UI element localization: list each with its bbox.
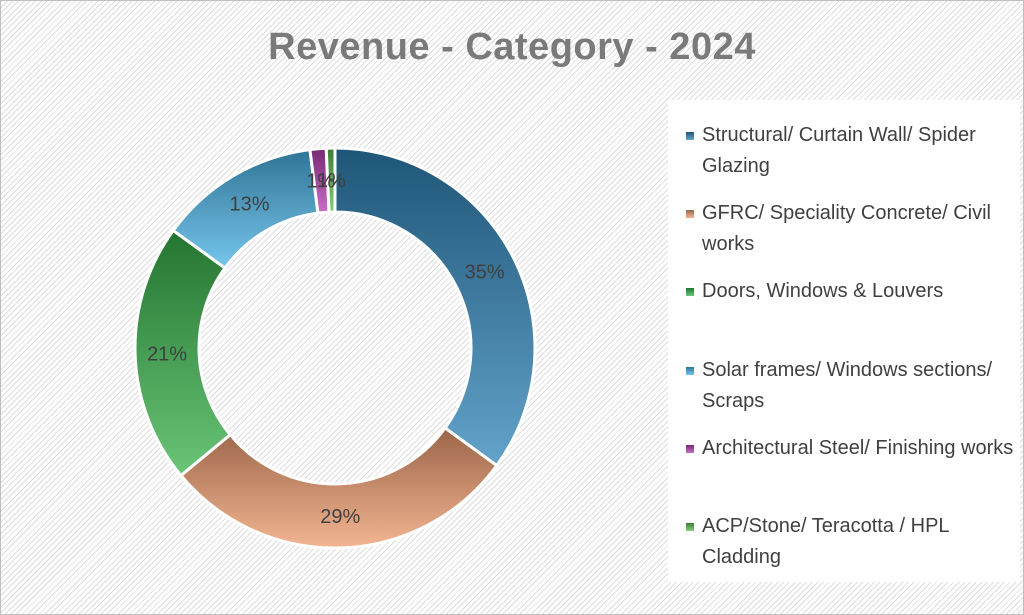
chart-title: Revenue - Category - 2024 bbox=[268, 26, 756, 68]
legend-label: Architectural Steel/ Finishing works bbox=[702, 437, 1014, 459]
slice-structural bbox=[333, 146, 537, 468]
data-label-gfrc: 29% bbox=[320, 506, 360, 528]
data-label-structural: 35% bbox=[465, 262, 505, 284]
legend-label: ACP/Stone/ Teracotta / HPL Cladding bbox=[702, 515, 949, 568]
legend-item-structural: Structural/ Curtain Wall/ Spider Glazing bbox=[686, 120, 1016, 182]
data-label-doors: 21% bbox=[147, 343, 187, 365]
legend-item-solar: Solar frames/ Windows sections/ Scraps bbox=[686, 355, 1016, 417]
legend-swatch bbox=[686, 132, 694, 140]
legend-item-steel: Architectural Steel/ Finishing works bbox=[686, 433, 1016, 464]
legend-swatch bbox=[686, 367, 694, 375]
legend: Structural/ Curtain Wall/ Spider Glazing… bbox=[668, 100, 1020, 582]
legend-item-doors: Doors, Windows & Louvers bbox=[686, 276, 1016, 307]
legend-item-acp: ACP/Stone/ Teracotta / HPL Cladding bbox=[686, 511, 1016, 573]
data-label-acp: 1% bbox=[317, 170, 346, 192]
legend-swatch bbox=[686, 288, 694, 296]
legend-label: Structural/ Curtain Wall/ Spider Glazing bbox=[702, 124, 976, 177]
slice-acp bbox=[324, 146, 337, 214]
legend-label: GFRC/ Speciality Concrete/ Civil works bbox=[702, 202, 991, 255]
data-label-steel: 1% bbox=[306, 171, 335, 193]
legend-label: Doors, Windows & Louvers bbox=[702, 280, 944, 302]
data-label-solar: 13% bbox=[229, 193, 269, 215]
slice-gfrc bbox=[178, 425, 499, 550]
legend-swatch bbox=[686, 523, 694, 531]
legend-swatch bbox=[686, 210, 694, 218]
legend-label: Solar frames/ Windows sections/ Scraps bbox=[702, 359, 993, 412]
legend-swatch bbox=[686, 445, 694, 453]
legend-item-gfrc: GFRC/ Speciality Concrete/ Civil works bbox=[686, 198, 1016, 260]
